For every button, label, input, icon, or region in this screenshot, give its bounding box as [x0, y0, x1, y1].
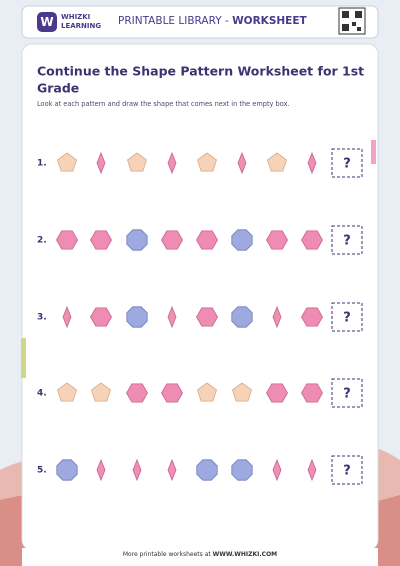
hexagon: [266, 230, 288, 250]
row-number: 1.: [37, 159, 47, 169]
diamond: [237, 151, 247, 175]
pentagon: [267, 152, 287, 172]
diamond: [307, 151, 317, 175]
footer-prefix: More printable worksheets at: [123, 551, 213, 558]
title-line-2: Grade: [37, 81, 79, 96]
qr-pattern: [342, 11, 362, 31]
answer-box: [331, 148, 363, 178]
diamond: [272, 305, 282, 329]
answer-mark: ?: [343, 234, 351, 249]
row-number: 4.: [37, 389, 47, 399]
hexagon: [301, 383, 323, 403]
footer-link[interactable]: WWW.WHIZKI.COM: [213, 551, 278, 558]
answer-box: [331, 302, 363, 332]
footer: More printable worksheets at WWW.WHIZKI.…: [123, 551, 277, 558]
header-bar: [21, 5, 379, 39]
hexagon: [161, 383, 183, 403]
answer-mark: ?: [343, 311, 351, 326]
diamond: [132, 458, 142, 482]
diamond: [96, 151, 106, 175]
answer-box: [331, 455, 363, 485]
octagon: [231, 306, 253, 328]
pattern-rows: 1. ? 2. ? 3. ? 4. ? 5.?: [37, 148, 363, 485]
diamond: [167, 458, 177, 482]
pentagon: [127, 152, 147, 172]
logo: [37, 12, 57, 32]
hexagon: [90, 230, 112, 250]
brand-top: WHIZKI: [61, 13, 90, 21]
answer-box: [331, 225, 363, 255]
hexagon: [301, 230, 323, 250]
octagon: [196, 459, 218, 481]
answer-mark: ?: [343, 157, 351, 172]
pentagon: [197, 152, 217, 172]
octagon: [231, 229, 253, 251]
hexagon: [126, 383, 148, 403]
logo-mark: W: [40, 15, 53, 29]
hexagon: [161, 230, 183, 250]
answer-box: [331, 378, 363, 408]
pentagon: [197, 382, 217, 402]
pentagon: [91, 382, 111, 402]
header-title-bold: WORKSHEET: [232, 15, 307, 27]
side-stripes: [21, 140, 376, 378]
pentagon: [232, 382, 252, 402]
octagon: [56, 459, 78, 481]
header-title-prefix: PRINTABLE LIBRARY -: [118, 15, 232, 27]
octagon: [126, 229, 148, 251]
hexagon: [196, 230, 218, 250]
answer-mark: ?: [343, 387, 351, 402]
diamond: [96, 458, 106, 482]
answer-mark: ?: [343, 464, 351, 479]
row-number: 2.: [37, 236, 47, 246]
header-title: PRINTABLE LIBRARY - WORKSHEET: [118, 15, 308, 27]
hexagon: [196, 307, 218, 327]
brand-bottom: LEARNING: [61, 22, 101, 30]
diamond: [307, 458, 317, 482]
hexagon: [266, 383, 288, 403]
pentagon: [57, 382, 77, 402]
pentagon: [57, 152, 77, 172]
row-number: 3.: [37, 313, 47, 323]
hexagon: [301, 307, 323, 327]
diamond: [167, 305, 177, 329]
footer-band: [22, 548, 378, 566]
row-number: 5.: [37, 466, 47, 476]
diamond: [272, 458, 282, 482]
hexagon: [56, 230, 78, 250]
hexagon: [90, 307, 112, 327]
octagon: [231, 459, 253, 481]
title-line-1: Continue the Shape Pattern Worksheet for…: [37, 64, 364, 79]
octagon: [126, 306, 148, 328]
instructions: Look at each pattern and draw the shape …: [37, 100, 290, 108]
diamond: [167, 151, 177, 175]
diamond: [62, 305, 72, 329]
